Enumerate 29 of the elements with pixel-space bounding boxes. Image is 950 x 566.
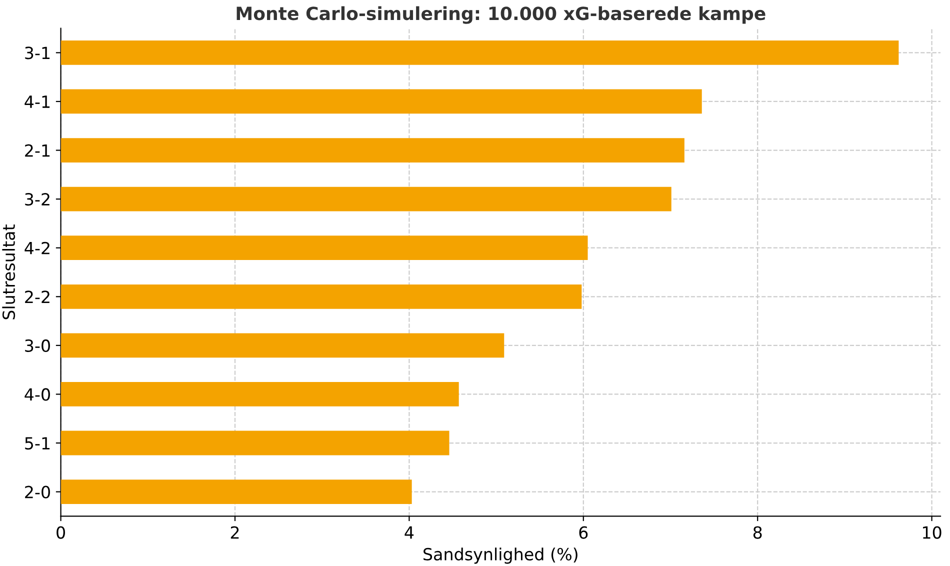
bar bbox=[60, 186, 672, 212]
y-tick-label: 3-2 bbox=[25, 193, 50, 206]
bar bbox=[60, 382, 459, 406]
bar bbox=[60, 138, 684, 162]
chart-title: Monte Carlo-simulering: 10.000 xG-baserede kampe bbox=[236, 6, 766, 24]
y-tick-label: 2-2 bbox=[25, 290, 50, 303]
bar bbox=[60, 236, 588, 260]
y-tick-label: 4-1 bbox=[24, 96, 50, 108]
x-tick-label: 8 bbox=[753, 526, 762, 539]
y-tick-label: 4-2 bbox=[24, 242, 50, 254]
y-tick-label: 4-0 bbox=[24, 388, 50, 401]
bar bbox=[60, 333, 504, 358]
bar bbox=[60, 480, 412, 504]
y-tick-label: 3-1 bbox=[25, 46, 50, 60]
bar bbox=[60, 430, 450, 456]
bar bbox=[60, 284, 582, 309]
x-tick-label: 2 bbox=[230, 526, 239, 539]
x-tick-label: 4 bbox=[404, 526, 414, 539]
y-tick-label: 3-0 bbox=[25, 339, 50, 352]
bar bbox=[60, 40, 899, 65]
y-axis-title: Slutresultat bbox=[2, 224, 16, 320]
y-tick-label: 5-1 bbox=[25, 437, 50, 450]
x-tick-label: 6 bbox=[579, 526, 588, 539]
y-tick-label: 2-0 bbox=[25, 486, 50, 498]
x-tick-label: 10 bbox=[923, 526, 942, 539]
y-tick-label: 2-1 bbox=[25, 144, 50, 157]
bar bbox=[60, 89, 702, 114]
x-tick-label: 0 bbox=[56, 526, 65, 539]
x-axis-title: Sandsynlighed (%) bbox=[424, 548, 578, 564]
